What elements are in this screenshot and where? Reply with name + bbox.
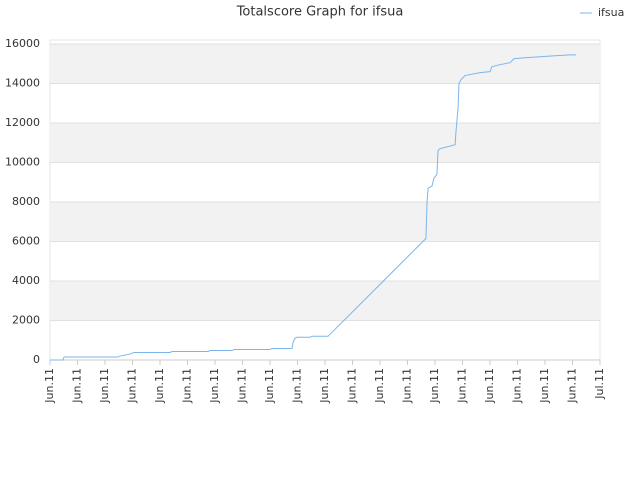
x-tick-label: Jun.11 (428, 368, 441, 404)
x-tick-label: Jun.11 (456, 368, 469, 404)
x-tick-label: Jun.11 (98, 368, 111, 404)
x-tick-label: Jun.11 (346, 368, 359, 404)
x-tick-label: Jun.11 (263, 368, 276, 404)
y-tick-label: 12000 (5, 116, 40, 129)
x-tick-label: Jun.11 (483, 368, 496, 404)
x-tick-label: Jun.11 (401, 368, 414, 404)
x-tick-label: Jun.11 (43, 368, 56, 404)
x-tick-label: Jun.11 (208, 368, 221, 404)
grid-band (50, 201, 600, 242)
legend-label: ifsua (598, 6, 624, 19)
y-tick-label: 16000 (5, 37, 40, 50)
x-tick-label: Jun.11 (511, 368, 524, 404)
x-tick-label: Jun.11 (566, 368, 579, 404)
y-tick-label: 8000 (12, 195, 40, 208)
x-tick-label: Jun.11 (153, 368, 166, 404)
line-series (50, 54, 577, 361)
y-tick-label: 14000 (5, 76, 40, 89)
x-tick-label: Jun.11 (126, 368, 139, 404)
y-tick-label: 2000 (12, 313, 40, 326)
y-tick-label: 4000 (12, 274, 40, 287)
y-tick-label: 0 (33, 353, 40, 366)
x-tick-label: Jun.11 (538, 368, 551, 404)
x-tick-label: Jul.11 (593, 368, 606, 400)
x-tick-label: Jun.11 (181, 368, 194, 404)
x-tick-label: Jun.11 (236, 368, 249, 404)
chart-title: Totalscore Graph for ifsua (236, 5, 404, 20)
y-tick-label: 6000 (12, 234, 40, 247)
grid-band (50, 280, 600, 321)
x-tick-label: Jun.11 (318, 368, 331, 404)
x-tick-label: Jun.11 (291, 368, 304, 404)
x-tick-label: Jun.11 (373, 368, 386, 404)
grid-band (50, 122, 600, 163)
grid-band (50, 43, 600, 84)
x-tick-label: Jun.11 (71, 368, 84, 404)
y-tick-label: 10000 (5, 155, 40, 168)
